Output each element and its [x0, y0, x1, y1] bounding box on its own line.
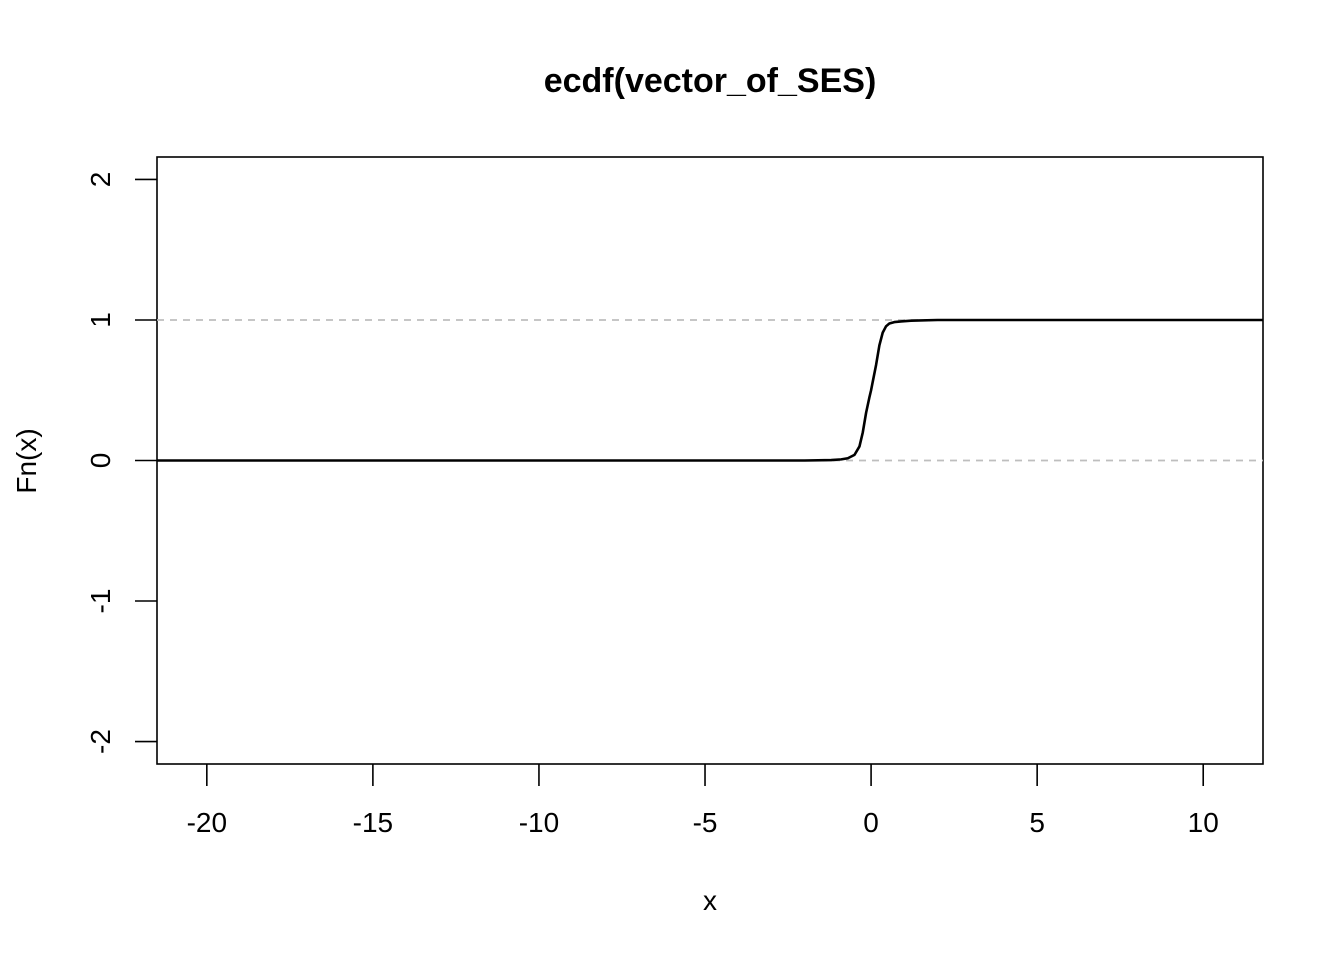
x-tick-label: -20	[187, 807, 227, 838]
x-tick-label: -5	[693, 807, 718, 838]
y-tick-label: 0	[85, 453, 116, 469]
y-axis-label: Fn(x)	[11, 428, 42, 493]
y-tick-label: 1	[85, 312, 116, 328]
y-tick-label: -2	[85, 729, 116, 754]
y-tick-label: 2	[85, 172, 116, 188]
chart-title: ecdf(vector_of_SES)	[544, 62, 877, 100]
series-layer	[157, 318, 1263, 462]
ecdf-curve	[157, 318, 1263, 462]
y-tick-label: -1	[85, 589, 116, 614]
x-tick-label: 5	[1029, 807, 1045, 838]
x-tick-label: -10	[519, 807, 559, 838]
y-axis: -2 -1 0 1 2	[85, 172, 157, 754]
x-axis: -20 -15 -10 -5 0 5 10	[187, 764, 1219, 838]
x-axis-label: x	[703, 885, 717, 916]
x-tick-label: 10	[1188, 807, 1219, 838]
x-tick-label: 0	[863, 807, 879, 838]
x-tick-label: -15	[353, 807, 393, 838]
reference-lines	[157, 319, 1263, 462]
